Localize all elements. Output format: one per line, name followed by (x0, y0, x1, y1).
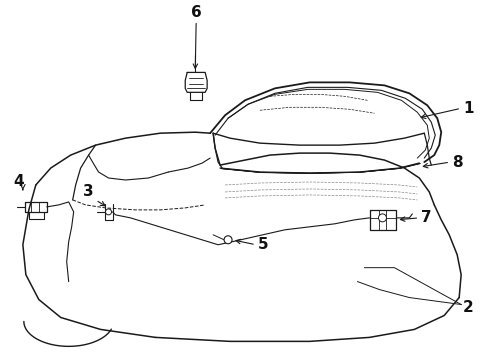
Circle shape (224, 236, 232, 244)
Text: 4: 4 (14, 175, 24, 189)
Text: 6: 6 (191, 5, 201, 20)
Text: 7: 7 (421, 210, 432, 225)
Text: 1: 1 (463, 101, 474, 116)
Circle shape (378, 214, 387, 222)
Circle shape (105, 209, 112, 215)
Text: 5: 5 (258, 237, 269, 252)
Text: 2: 2 (463, 300, 474, 315)
Text: 3: 3 (83, 184, 94, 199)
Text: 8: 8 (452, 154, 463, 170)
